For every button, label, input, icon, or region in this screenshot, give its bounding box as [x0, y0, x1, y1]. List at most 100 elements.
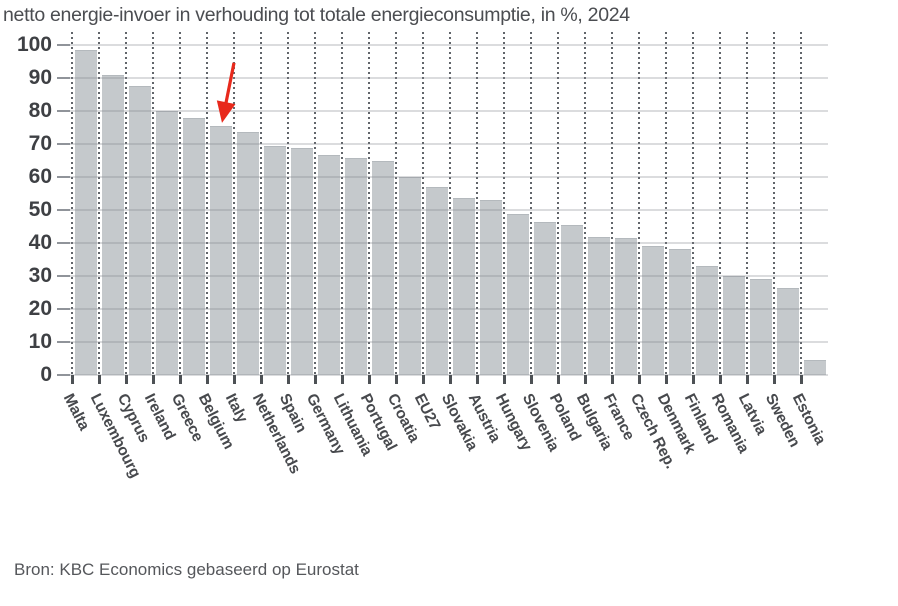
grid-vline — [71, 32, 73, 375]
bar-poland — [560, 224, 583, 375]
bar-ireland — [155, 111, 178, 375]
bar-czech-rep — [641, 245, 664, 375]
x-axis-tick — [367, 375, 371, 384]
bar-italy — [236, 131, 259, 375]
grid-vline — [206, 32, 208, 375]
y-axis-tick — [57, 341, 70, 343]
x-axis-tick — [772, 375, 776, 384]
x-axis-tick — [205, 375, 209, 384]
grid-vline — [665, 32, 667, 375]
grid-vline — [152, 32, 154, 375]
x-axis-tick — [637, 375, 641, 384]
source-text: Bron: KBC Economics gebaseerd op Eurosta… — [14, 560, 359, 579]
y-axis-tick — [57, 242, 70, 244]
grid-vline — [638, 32, 640, 375]
grid-vline — [503, 32, 505, 375]
grid-vline — [746, 32, 748, 375]
bar-luxembourg — [101, 75, 124, 375]
x-axis-tick — [529, 375, 533, 384]
grid-vline — [719, 32, 721, 375]
x-axis-tick — [286, 375, 290, 384]
bar-hungary — [506, 213, 529, 375]
x-axis-tick — [556, 375, 560, 384]
gridline — [70, 176, 828, 178]
y-axis-label: 70 — [28, 132, 52, 155]
bar-estonia — [803, 359, 826, 375]
gridline — [70, 110, 828, 112]
y-axis-tick — [57, 110, 70, 112]
bar-germany — [317, 155, 340, 375]
bar-cyprus — [128, 85, 151, 375]
grid-vline — [314, 32, 316, 375]
gridline — [70, 341, 828, 343]
grid-vline — [584, 32, 586, 375]
y-axis-tick — [57, 44, 70, 46]
grid-vline — [341, 32, 343, 375]
bar-portugal — [371, 161, 394, 375]
grid-vline — [179, 32, 181, 375]
x-axis-tick — [421, 375, 425, 384]
grid-vline — [773, 32, 775, 375]
y-axis-tick — [57, 374, 70, 376]
x-axis-tick — [799, 375, 803, 384]
x-axis-tick — [745, 375, 749, 384]
grid-vline — [395, 32, 397, 375]
bar-belgium — [209, 125, 232, 375]
y-axis-label: 30 — [28, 264, 52, 287]
grid-vline — [125, 32, 127, 375]
y-axis-label: 100 — [16, 33, 52, 56]
y-axis-label: 40 — [28, 231, 52, 254]
y-axis-label: 80 — [28, 99, 52, 122]
bar-malta — [74, 49, 97, 375]
grid-vline — [368, 32, 370, 375]
bar-latvia — [749, 278, 772, 375]
bar-netherlands — [263, 145, 286, 375]
x-axis-tick — [610, 375, 614, 384]
x-axis-tick — [178, 375, 182, 384]
gridline — [70, 143, 828, 145]
y-axis-tick — [57, 77, 70, 79]
bar-spain — [290, 147, 313, 375]
x-axis-tick — [124, 375, 128, 384]
y-axis-label: 20 — [28, 297, 52, 320]
grid-vline — [287, 32, 289, 375]
bar-romania — [722, 275, 745, 375]
x-axis-tick — [313, 375, 317, 384]
y-axis-tick — [57, 176, 70, 178]
grid-vline — [233, 32, 235, 375]
y-axis-tick — [57, 275, 70, 277]
x-axis-tick — [70, 375, 74, 384]
x-axis-tick — [151, 375, 155, 384]
x-axis-tick — [502, 375, 506, 384]
bar-eu27 — [425, 186, 448, 375]
gridline — [70, 374, 828, 376]
x-axis-tick — [259, 375, 263, 384]
x-axis-tick — [664, 375, 668, 384]
grid-vline — [611, 32, 613, 375]
x-axis-tick — [691, 375, 695, 384]
gridline — [70, 242, 828, 244]
y-axis-label: 90 — [28, 66, 52, 89]
x-axis-tick — [475, 375, 479, 384]
chart-title: netto energie-invoer in verhouding tot t… — [3, 4, 630, 26]
y-axis-label: 60 — [28, 165, 52, 188]
gridline — [70, 275, 828, 277]
gridline — [70, 44, 828, 46]
plot-area: 0 10 20 30 40 50 60 70 80 90 100 Malta Luxembourg Cyp… — [17, 32, 829, 481]
x-axis-tick — [97, 375, 101, 384]
grid-vline — [260, 32, 262, 375]
x-axis-tick — [583, 375, 587, 384]
bar-sweden — [776, 287, 799, 375]
bar-slovenia — [533, 222, 556, 375]
grid-vline — [98, 32, 100, 375]
bar-denmark — [668, 248, 691, 375]
grid-vline — [692, 32, 694, 375]
bar-croatia — [398, 176, 421, 375]
x-axis-tick — [232, 375, 236, 384]
gridline — [70, 209, 828, 211]
y-axis-label: 50 — [28, 198, 52, 221]
x-axis-tick — [394, 375, 398, 384]
y-axis-tick — [57, 143, 70, 145]
grid-vline — [476, 32, 478, 375]
